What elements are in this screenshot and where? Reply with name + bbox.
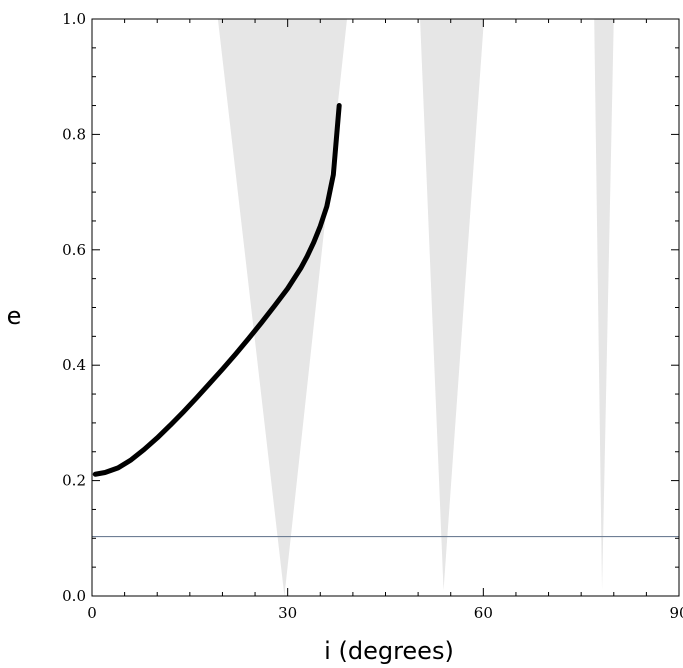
y-tick-label: 0.2 [62, 472, 86, 490]
plot-frame [91, 18, 680, 597]
y-tick-label: 0.0 [62, 587, 86, 605]
y-axis-ticks: 0.0 0.2 0.4 0.6 0.8 1.0 [62, 10, 679, 605]
series-curve [92, 103, 342, 477]
y-tick-label: 0.8 [62, 125, 86, 143]
y-tick-label: 1.0 [62, 10, 86, 28]
data-series [92, 103, 679, 538]
y-tick-label: 0.4 [62, 356, 86, 374]
x-tick-label: 60 [474, 604, 493, 622]
shaded-regions [217, 19, 614, 596]
shaded-region-2 [420, 19, 484, 591]
x-tick-label: 0 [87, 604, 97, 622]
x-axis-label: i (degrees) [324, 637, 454, 665]
y-axis-label: e [7, 302, 22, 330]
x-tick-label: 90 [669, 604, 683, 622]
x-axis-ticks: 0 30 60 90 [87, 19, 683, 622]
y-tick-label: 0.6 [62, 241, 86, 259]
shaded-region-1 [217, 19, 348, 596]
x-tick-label: 30 [278, 604, 297, 622]
shaded-region-3 [594, 19, 614, 591]
plot-border [91, 18, 680, 597]
